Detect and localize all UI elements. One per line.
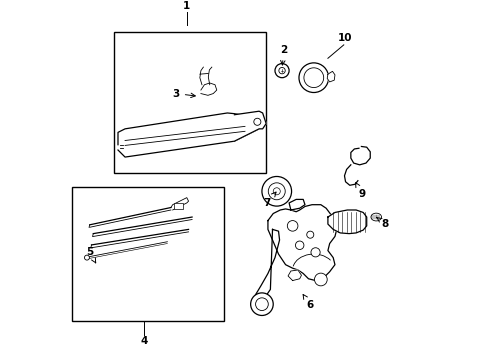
Polygon shape (171, 198, 189, 210)
Text: 5: 5 (86, 247, 96, 263)
Text: 2: 2 (280, 45, 288, 65)
Polygon shape (327, 71, 335, 82)
Text: 4: 4 (141, 336, 148, 346)
Bar (115, 32, 266, 173)
Polygon shape (118, 113, 259, 157)
Circle shape (273, 188, 280, 195)
Circle shape (295, 241, 304, 249)
Circle shape (275, 64, 289, 78)
Circle shape (307, 231, 314, 238)
Polygon shape (328, 210, 367, 234)
Polygon shape (288, 270, 301, 280)
Circle shape (251, 293, 273, 315)
Circle shape (279, 67, 285, 74)
Polygon shape (268, 205, 337, 280)
Polygon shape (234, 111, 266, 141)
Text: 9: 9 (356, 183, 366, 199)
Polygon shape (289, 199, 305, 210)
Circle shape (287, 221, 298, 231)
Text: 3: 3 (172, 89, 196, 99)
Text: 7: 7 (263, 192, 276, 208)
Ellipse shape (371, 213, 382, 221)
Text: 6: 6 (303, 294, 314, 310)
Circle shape (256, 298, 269, 311)
Circle shape (269, 183, 285, 200)
Circle shape (304, 68, 324, 87)
Circle shape (84, 255, 89, 260)
Circle shape (315, 273, 327, 286)
Circle shape (262, 176, 292, 206)
Circle shape (299, 63, 329, 93)
Polygon shape (201, 83, 217, 95)
Circle shape (254, 118, 261, 125)
Bar (72, 187, 224, 321)
Polygon shape (254, 229, 280, 302)
Bar (174, 203, 183, 209)
Text: 8: 8 (377, 217, 389, 229)
Circle shape (311, 248, 320, 257)
Text: 1: 1 (183, 1, 191, 11)
Text: 10: 10 (338, 33, 353, 43)
